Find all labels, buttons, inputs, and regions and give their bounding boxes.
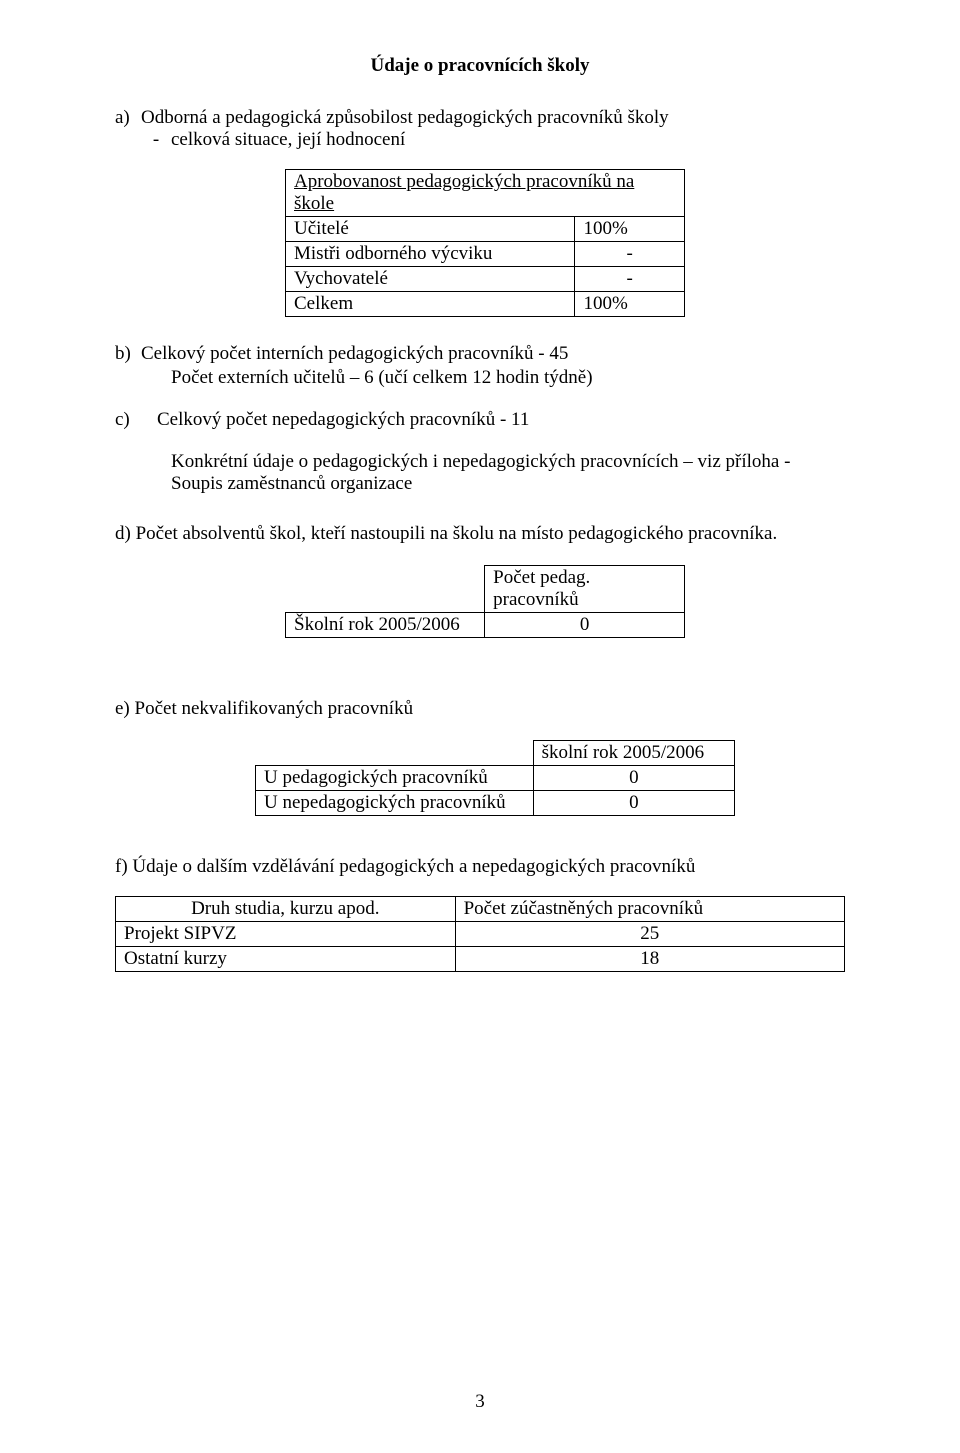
cell-label: U nepedagogických pracovníků <box>256 791 534 816</box>
section-f: f) Údaje o dalším vzdělávání pedagogický… <box>115 856 845 878</box>
page-title: Údaje o pracovnících školy <box>115 55 845 77</box>
cell-value: - <box>575 267 685 292</box>
cell-value: 0 <box>485 613 685 638</box>
table-row: Druh studia, kurzu apod. Počet zúčastněn… <box>116 897 845 922</box>
table-nekvalifikovani: školní rok 2005/2006 U pedagogických pra… <box>255 740 735 816</box>
section-a-line2: celková situace, její hodnocení <box>171 129 405 151</box>
cell-label: Mistři odborného výcviku <box>286 242 575 267</box>
cell-value: 18 <box>455 947 844 972</box>
section-c: c) Celkový počet nepedagogických pracovn… <box>115 409 845 431</box>
section-b-line1: Celkový počet interních pedagogických pr… <box>141 343 568 365</box>
cell-value: - <box>575 242 685 267</box>
cell-label: Školní rok 2005/2006 <box>286 613 485 638</box>
cell-label: Ostatní kurzy <box>116 947 456 972</box>
page-number: 3 <box>0 1391 960 1413</box>
table-header: Počet pedag. pracovníků <box>485 566 685 613</box>
table-row: Školní rok 2005/2006 0 <box>286 613 685 638</box>
table-absolventi: Počet pedag. pracovníků Školní rok 2005/… <box>285 565 685 638</box>
table-col2: Počet zúčastněných pracovníků <box>455 897 844 922</box>
section-a-letter: a) <box>115 107 141 129</box>
cell-label: Projekt SIPVZ <box>116 922 456 947</box>
table-row: Počet pedag. pracovníků <box>286 566 685 613</box>
table-row: Aprobovanost pedagogických pracovníků na… <box>286 170 685 217</box>
section-b-letter: b) <box>115 343 141 365</box>
cell-label: Učitelé <box>286 217 575 242</box>
cell-value: 0 <box>533 766 734 791</box>
cell-value: 25 <box>455 922 844 947</box>
table-row: Projekt SIPVZ 25 <box>116 922 845 947</box>
table-row: U pedagogických pracovníků 0 <box>256 766 735 791</box>
table-row: Vychovatelé - <box>286 267 685 292</box>
table-row: Ostatní kurzy 18 <box>116 947 845 972</box>
section-e: e) Počet nekvalifikovaných pracovníků <box>115 698 845 720</box>
section-a: a) Odborná a pedagogická způsobilost ped… <box>115 107 845 151</box>
section-a-line1: Odborná a pedagogická způsobilost pedago… <box>141 107 669 129</box>
section-d: d) Počet absolventů škol, kteří nastoupi… <box>115 523 845 545</box>
cell-label: Celkem <box>286 292 575 317</box>
table-row: školní rok 2005/2006 <box>256 741 735 766</box>
section-c-detail: Konkrétní údaje o pedagogických i nepeda… <box>171 451 845 495</box>
cell-label: U pedagogických pracovníků <box>256 766 534 791</box>
empty-cell <box>256 741 534 766</box>
table-row: Mistři odborného výcviku - <box>286 242 685 267</box>
table-row: U nepedagogických pracovníků 0 <box>256 791 735 816</box>
cell-label: Vychovatelé <box>286 267 575 292</box>
table-aprobovanost: Aprobovanost pedagogických pracovníků na… <box>285 169 685 317</box>
section-b: b) Celkový počet interních pedagogických… <box>115 343 845 365</box>
section-b-line2: Počet externích učitelů – 6 (učí celkem … <box>171 367 845 389</box>
section-c-text: Celkový počet nepedagogických pracovníků… <box>157 409 529 431</box>
section-a-dash: - <box>141 129 171 151</box>
cell-value: 100% <box>575 292 685 317</box>
empty-cell <box>286 566 485 613</box>
table-vzdelavani: Druh studia, kurzu apod. Počet zúčastněn… <box>115 896 845 972</box>
section-c-letter: c) <box>115 409 141 431</box>
table-row: Učitelé 100% <box>286 217 685 242</box>
table-row: Celkem 100% <box>286 292 685 317</box>
table-col1: Druh studia, kurzu apod. <box>116 897 456 922</box>
table-header: Aprobovanost pedagogických pracovníků na… <box>286 170 685 217</box>
section-c-gap <box>141 409 157 431</box>
cell-value: 100% <box>575 217 685 242</box>
table-header: školní rok 2005/2006 <box>533 741 734 766</box>
cell-value: 0 <box>533 791 734 816</box>
